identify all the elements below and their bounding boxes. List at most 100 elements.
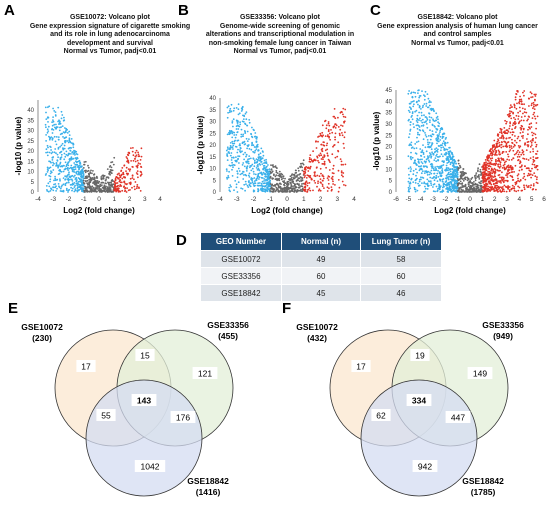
volcano-point — [505, 120, 508, 123]
title-line: GSE18842: Volcano plot — [417, 14, 498, 21]
volcano-point — [59, 162, 62, 165]
volcano-point — [330, 186, 333, 188]
volcano-point — [448, 186, 451, 188]
volcano-point — [120, 181, 123, 184]
volcano-point — [503, 131, 506, 134]
volcano-point — [226, 133, 229, 136]
volcano-point — [245, 154, 248, 156]
volcano-point — [101, 174, 104, 177]
volcano-point — [423, 114, 425, 117]
volcano-point — [250, 178, 253, 181]
volcano-point — [442, 190, 445, 192]
volcano-point — [523, 188, 526, 191]
volcano-point — [230, 146, 233, 149]
volcano-point — [107, 181, 109, 184]
volcano-point — [529, 173, 532, 176]
volcano-point — [507, 186, 510, 189]
volcano-point — [520, 127, 523, 130]
volcano-point — [137, 151, 140, 154]
volcano-point — [532, 150, 535, 153]
x-tick-label: -3 — [234, 196, 240, 203]
volcano-point — [435, 117, 438, 119]
volcano-point — [477, 167, 479, 170]
volcano-point — [430, 169, 433, 172]
volcano-point — [302, 159, 305, 162]
volcano-point — [135, 172, 138, 174]
volcano-point — [427, 106, 430, 109]
volcano-point — [461, 171, 463, 174]
volcano-point — [428, 160, 431, 163]
volcano-point — [53, 162, 55, 165]
volcano-point — [230, 152, 233, 154]
volcano-point — [410, 101, 413, 103]
volcano-point — [448, 175, 451, 178]
y-tick-label: 35 — [385, 111, 392, 117]
volcano-point — [122, 186, 125, 188]
volcano-point — [92, 178, 95, 180]
volcano-point — [487, 157, 489, 159]
volcano-point — [513, 187, 516, 190]
volcano-point — [57, 138, 60, 141]
x-tick-label: -3 — [430, 196, 436, 203]
volcano-point — [323, 154, 326, 156]
volcano-point — [306, 184, 309, 187]
volcano-point — [420, 161, 423, 163]
volcano-point — [436, 115, 439, 118]
volcano-point — [530, 96, 532, 99]
volcano-point — [45, 118, 48, 120]
title-line: GSE33356: Volcano plot — [239, 14, 320, 21]
venn-set-total: (432) — [307, 333, 327, 343]
volcano-point — [247, 186, 250, 188]
volcano-point — [265, 162, 268, 165]
volcano-point — [290, 179, 292, 181]
volcano-point — [480, 174, 482, 176]
volcano-point — [512, 146, 515, 148]
volcano-point — [499, 180, 502, 183]
volcano-point — [281, 187, 284, 190]
volcano-point — [64, 141, 67, 144]
volcano-point — [493, 187, 496, 189]
volcano-point — [512, 157, 515, 160]
venn-region-bc: 447 — [451, 413, 465, 423]
volcano-point — [454, 174, 457, 177]
volcano-point — [326, 135, 329, 138]
volcano-point — [243, 115, 246, 118]
volcano-point — [307, 166, 310, 169]
volcano-point — [408, 190, 411, 193]
title-line: and control samples — [423, 31, 492, 39]
volcano-point — [121, 173, 123, 176]
volcano-point — [82, 177, 84, 179]
volcano-point — [305, 166, 308, 168]
volcano-point — [135, 187, 138, 190]
volcano-point — [436, 180, 439, 182]
volcano-point — [67, 141, 70, 144]
volcano-point — [119, 176, 121, 179]
volcano-point — [533, 93, 536, 96]
volcano-point — [513, 106, 516, 109]
volcano-point — [322, 141, 325, 143]
volcano-point — [250, 148, 253, 151]
volcano-point — [96, 180, 99, 182]
volcano-point — [242, 171, 245, 173]
volcano-point — [239, 151, 242, 154]
y-tick-label: 10 — [27, 170, 34, 176]
volcano-point — [243, 174, 245, 176]
volcano-point — [514, 118, 517, 121]
volcano-point — [67, 161, 70, 164]
volcano-point — [260, 171, 263, 174]
volcano-point — [337, 126, 340, 128]
title-line: Normal vs Tumor, padj<0.01 — [63, 48, 157, 56]
volcano-point — [231, 142, 234, 145]
volcano-point — [339, 134, 341, 137]
volcano-point — [447, 171, 450, 174]
volcano-point — [526, 174, 529, 177]
volcano-point — [52, 186, 54, 189]
volcano-point — [424, 190, 426, 193]
volcano-point — [244, 132, 247, 134]
volcano-point — [410, 116, 413, 118]
volcano-point — [291, 178, 294, 181]
volcano-point — [451, 184, 453, 187]
venn-region-ab: 19 — [415, 351, 425, 361]
volcano-point — [332, 164, 335, 167]
volcano-point — [259, 158, 262, 161]
